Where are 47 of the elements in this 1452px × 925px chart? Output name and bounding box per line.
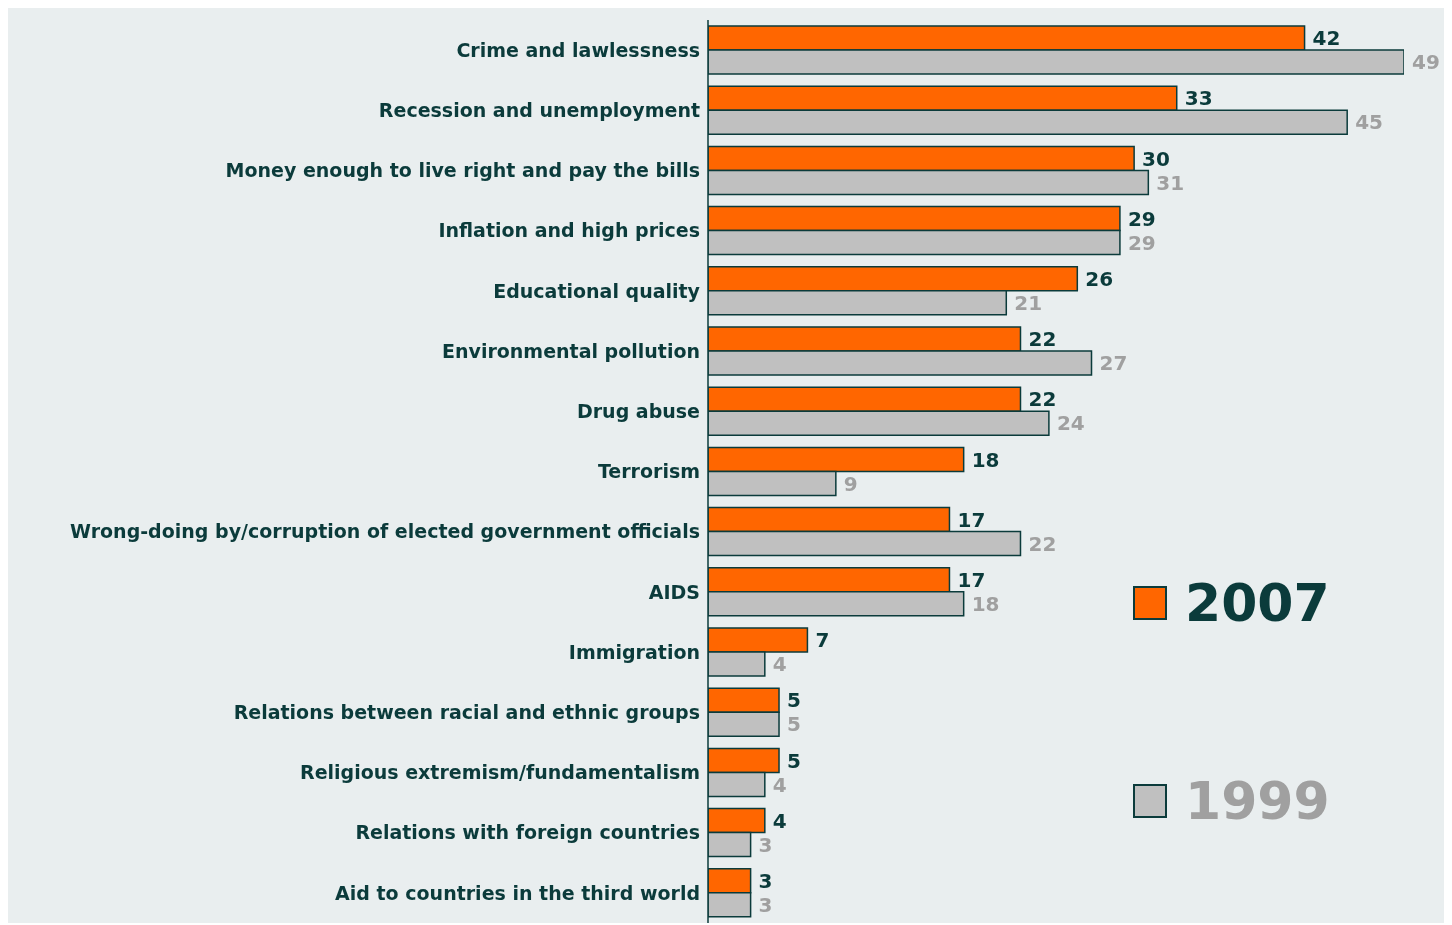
data-label: 31 bbox=[1156, 170, 1185, 195]
data-label: 5 bbox=[787, 688, 801, 713]
data-label: 3 bbox=[758, 892, 773, 917]
data-label: 45 bbox=[1355, 110, 1384, 135]
data-label: 4 bbox=[772, 808, 787, 833]
data-label: 29 bbox=[1127, 230, 1156, 255]
y-tick-label: Environmental pollution bbox=[442, 339, 700, 362]
data-label: 7 bbox=[815, 628, 830, 653]
data-label: 33 bbox=[1184, 86, 1213, 111]
data-label: 9 bbox=[843, 471, 858, 496]
data-label: 5 bbox=[787, 712, 801, 737]
y-tick-label: Immigration bbox=[568, 640, 700, 663]
y-tick-label: Crime and lawlessness bbox=[456, 38, 700, 61]
y-tick-label: Drug abuse bbox=[576, 400, 700, 423]
y-tick-label: Religious extremism/fundamentalism bbox=[300, 761, 700, 784]
legend-label: 2007 bbox=[1185, 573, 1330, 633]
data-label: 4 bbox=[772, 652, 787, 677]
data-label: 5 bbox=[787, 748, 801, 773]
data-label: 3 bbox=[758, 832, 773, 857]
y-tick-label: Recession and unemployment bbox=[378, 99, 700, 122]
y-tick-label: Relations between racial and ethnic groups bbox=[233, 701, 700, 724]
y-tick-label: Money enough to live right and pay the bills bbox=[225, 159, 700, 182]
data-label: 4 bbox=[772, 772, 787, 797]
data-label: 17 bbox=[957, 567, 986, 592]
data-label: 18 bbox=[971, 591, 1000, 616]
data-label: 3 bbox=[758, 868, 773, 893]
data-label: 22 bbox=[1028, 327, 1057, 352]
data-label: 27 bbox=[1099, 351, 1128, 376]
data-label: 18 bbox=[971, 447, 1000, 472]
data-label: 49 bbox=[1412, 50, 1440, 75]
data-label: 17 bbox=[957, 507, 986, 532]
y-tick-label: Relations with foreign countries bbox=[355, 821, 700, 844]
data-label: 29 bbox=[1127, 206, 1156, 231]
data-label: 30 bbox=[1142, 146, 1170, 171]
data-label: 21 bbox=[1014, 290, 1043, 315]
y-tick-label: Aid to countries in the third world bbox=[335, 881, 700, 904]
data-label: 42 bbox=[1312, 26, 1341, 51]
data-label: 22 bbox=[1028, 387, 1057, 412]
data-label: 24 bbox=[1056, 411, 1085, 436]
y-tick-label: Educational quality bbox=[493, 279, 701, 302]
y-tick-label: Wrong-doing by/corruption of elected government officials bbox=[70, 520, 700, 543]
y-tick-label: Terrorism bbox=[597, 460, 700, 483]
y-tick-label: Inflation and high prices bbox=[438, 219, 700, 242]
y-tick-label: AIDS bbox=[648, 580, 700, 603]
data-label: 22 bbox=[1028, 531, 1057, 556]
data-label: 26 bbox=[1085, 266, 1114, 291]
legend-label: 1999 bbox=[1185, 771, 1330, 831]
